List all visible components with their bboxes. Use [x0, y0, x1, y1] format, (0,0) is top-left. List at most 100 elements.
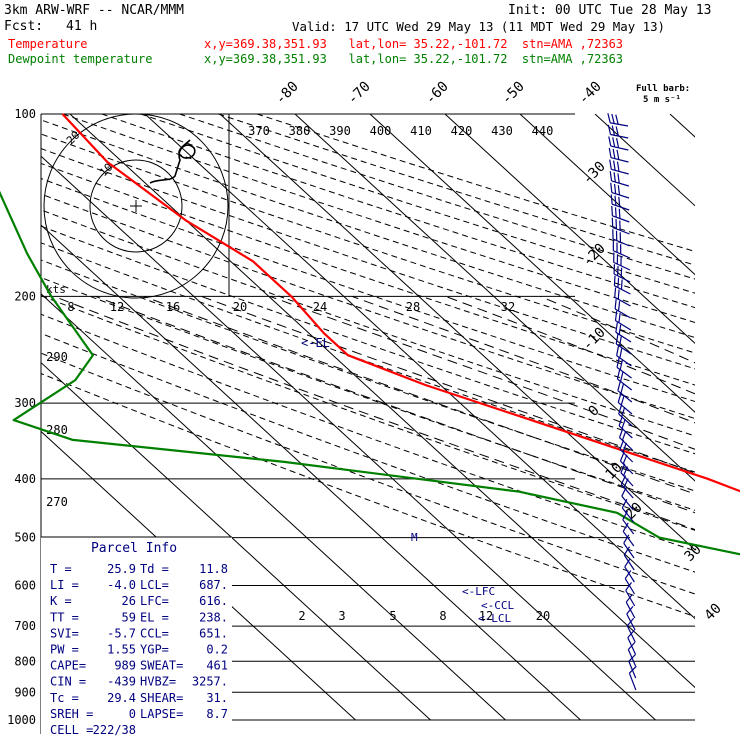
wind-barb-33-staff: [621, 507, 634, 523]
wind-barb-17-flag-0: [614, 310, 618, 321]
pressure-label-100: 100: [14, 107, 36, 121]
wind-barb-35: [622, 522, 635, 547]
dry-adiabat-lines: [41, 114, 695, 618]
isotherm--30: [294, 114, 695, 482]
wind-barb-7-staff: [611, 203, 630, 211]
wind-barb-12-flag-0: [613, 252, 615, 263]
wind-barb-2-flag-2: [616, 138, 620, 148]
isotherm--40: [219, 114, 695, 551]
wind-barb-30-flag-1: [623, 466, 629, 476]
wind-barb-18-flag-0: [615, 322, 618, 333]
wind-barb-47: [628, 665, 637, 691]
mixing-ratio-label-20: 20: [536, 609, 550, 623]
wind-barb-21-flag-0: [616, 357, 620, 368]
pressure-label-300: 300: [14, 396, 36, 410]
wind-barb-27-flag-1: [621, 430, 627, 441]
wind-barb-13-staff: [613, 273, 631, 283]
wind-barb-28-flag-1: [622, 442, 627, 453]
parcel-label-b-1: LCL=: [140, 578, 169, 592]
wind-barb-8-flag-1: [614, 207, 617, 218]
wind-barb-16-staff: [614, 308, 631, 319]
wind-barb-8-staff: [612, 215, 630, 223]
wind-barb-12-flag-2: [620, 255, 622, 266]
theta-label-430: 430: [491, 124, 513, 138]
wind-barb-12-staff: [613, 261, 631, 271]
parcel-value-a-7: -439: [107, 675, 136, 689]
wind-barb-1-flag-0: [607, 124, 612, 135]
wind-barb-39: [624, 570, 636, 595]
pressure-label-800: 800: [14, 654, 36, 668]
temperature-trace: [61, 113, 740, 493]
wind-barb-23-flag-0: [617, 381, 621, 391]
wind-barb-11-staff: [613, 250, 631, 259]
parcel-value-a-5: 1.55: [107, 643, 136, 657]
wind-barb-34-flag-0: [622, 510, 629, 520]
wind-barb-3: [608, 147, 629, 163]
wind-barb-13-flag-1: [617, 265, 619, 276]
wind-barb-10-flag-2: [619, 232, 622, 243]
moist-adiabat-lines: [53, 295, 695, 531]
isotherm-lines: [41, 114, 695, 721]
wind-barb-4: [609, 159, 629, 175]
wind-barb-39-staff: [624, 578, 636, 595]
parcel-value-b-1: 687.: [199, 578, 228, 592]
wind-barb-29-flag-1: [622, 454, 628, 465]
theta-label-420: 420: [451, 124, 473, 138]
wind-barb-20: [616, 345, 632, 367]
wind-barb-35-flag-0: [622, 522, 629, 532]
wind-barb-4-staff: [611, 168, 629, 175]
parcel-value-a-6: 989: [114, 659, 136, 673]
hodograph-speed-label-24: 24: [313, 300, 327, 314]
dewpoint-location: x,y=369.38,351.93 lat,lon= 35.22,-101.72…: [204, 52, 624, 66]
hodograph-speed-label-12: 12: [110, 300, 124, 314]
wind-barb-33: [621, 498, 634, 523]
wind-barb-17: [614, 310, 632, 331]
pressure-label-1000: 1000: [7, 713, 36, 727]
wind-barb-18-flag-1: [618, 324, 622, 335]
wind-barb-30-flag-0: [620, 463, 626, 473]
parcel-value-b-4: 651.: [199, 626, 228, 640]
wind-barb-6: [610, 182, 630, 199]
wind-barb-5-flag-2: [617, 173, 620, 184]
temperature-location: x,y=369.38,351.93 lat,lon= 35.22,-101.72…: [204, 37, 624, 51]
hodograph-speed-label-32: 32: [501, 300, 515, 314]
wind-barb-21: [616, 357, 632, 379]
wind-barb-14-flag-0: [613, 275, 616, 286]
wind-barb-2: [608, 136, 629, 151]
wind-barb-15-flag-1: [617, 289, 620, 300]
valid-time: Valid: 17 UTC Wed 29 May 13 (11 MDT Wed …: [292, 19, 665, 34]
wind-barb-6-flag-2: [617, 185, 621, 196]
forecast-label: Fcst:: [4, 19, 44, 34]
wind-barb-13: [613, 264, 631, 283]
wind-barb-5-flag-0: [609, 171, 613, 182]
wind-barb-36: [623, 534, 635, 559]
sounding-traces: [0, 113, 740, 556]
dry-adiabat-260: [41, 352, 695, 595]
wind-barb-1-flag-1: [611, 125, 616, 136]
dewpoint-trace: [0, 190, 740, 556]
wind-barb-11-flag-0: [612, 240, 614, 251]
theta-label-390: 390: [329, 124, 351, 138]
wind-barb-16: [614, 299, 631, 319]
wind-barb-38-staff: [624, 566, 635, 583]
dry-adiabat-270: [41, 332, 695, 573]
wind-barb-2-flag-1: [612, 137, 616, 148]
wind-barb-22-flag-1: [620, 371, 624, 382]
wind-barb-13-flag-0: [613, 264, 616, 275]
wind-barb-45-flag-0: [627, 641, 636, 650]
hodograph-speed-label-20: 20: [233, 300, 247, 314]
dry-adiabat-360: [41, 177, 695, 403]
wind-barb-3-staff: [610, 157, 629, 163]
mixing-ratio-labels: 2 3 5 8 12 20: [298, 609, 550, 623]
wind-barb-1-flag-2: [615, 126, 619, 137]
theta-label-400: 400: [370, 124, 392, 138]
wind-barb-26-flag-0: [618, 416, 623, 427]
wind-barb-6-flag-1: [613, 183, 617, 194]
wind-barb-1: [607, 124, 629, 139]
wind-barb-27-flag-0: [618, 428, 624, 438]
wind-barb-29-flag-0: [619, 451, 625, 462]
hodograph-speed-label-16: 16: [166, 300, 180, 314]
parcel-label-a-8: Tc =: [50, 691, 79, 705]
wind-barb-36-flag-0: [623, 534, 630, 544]
